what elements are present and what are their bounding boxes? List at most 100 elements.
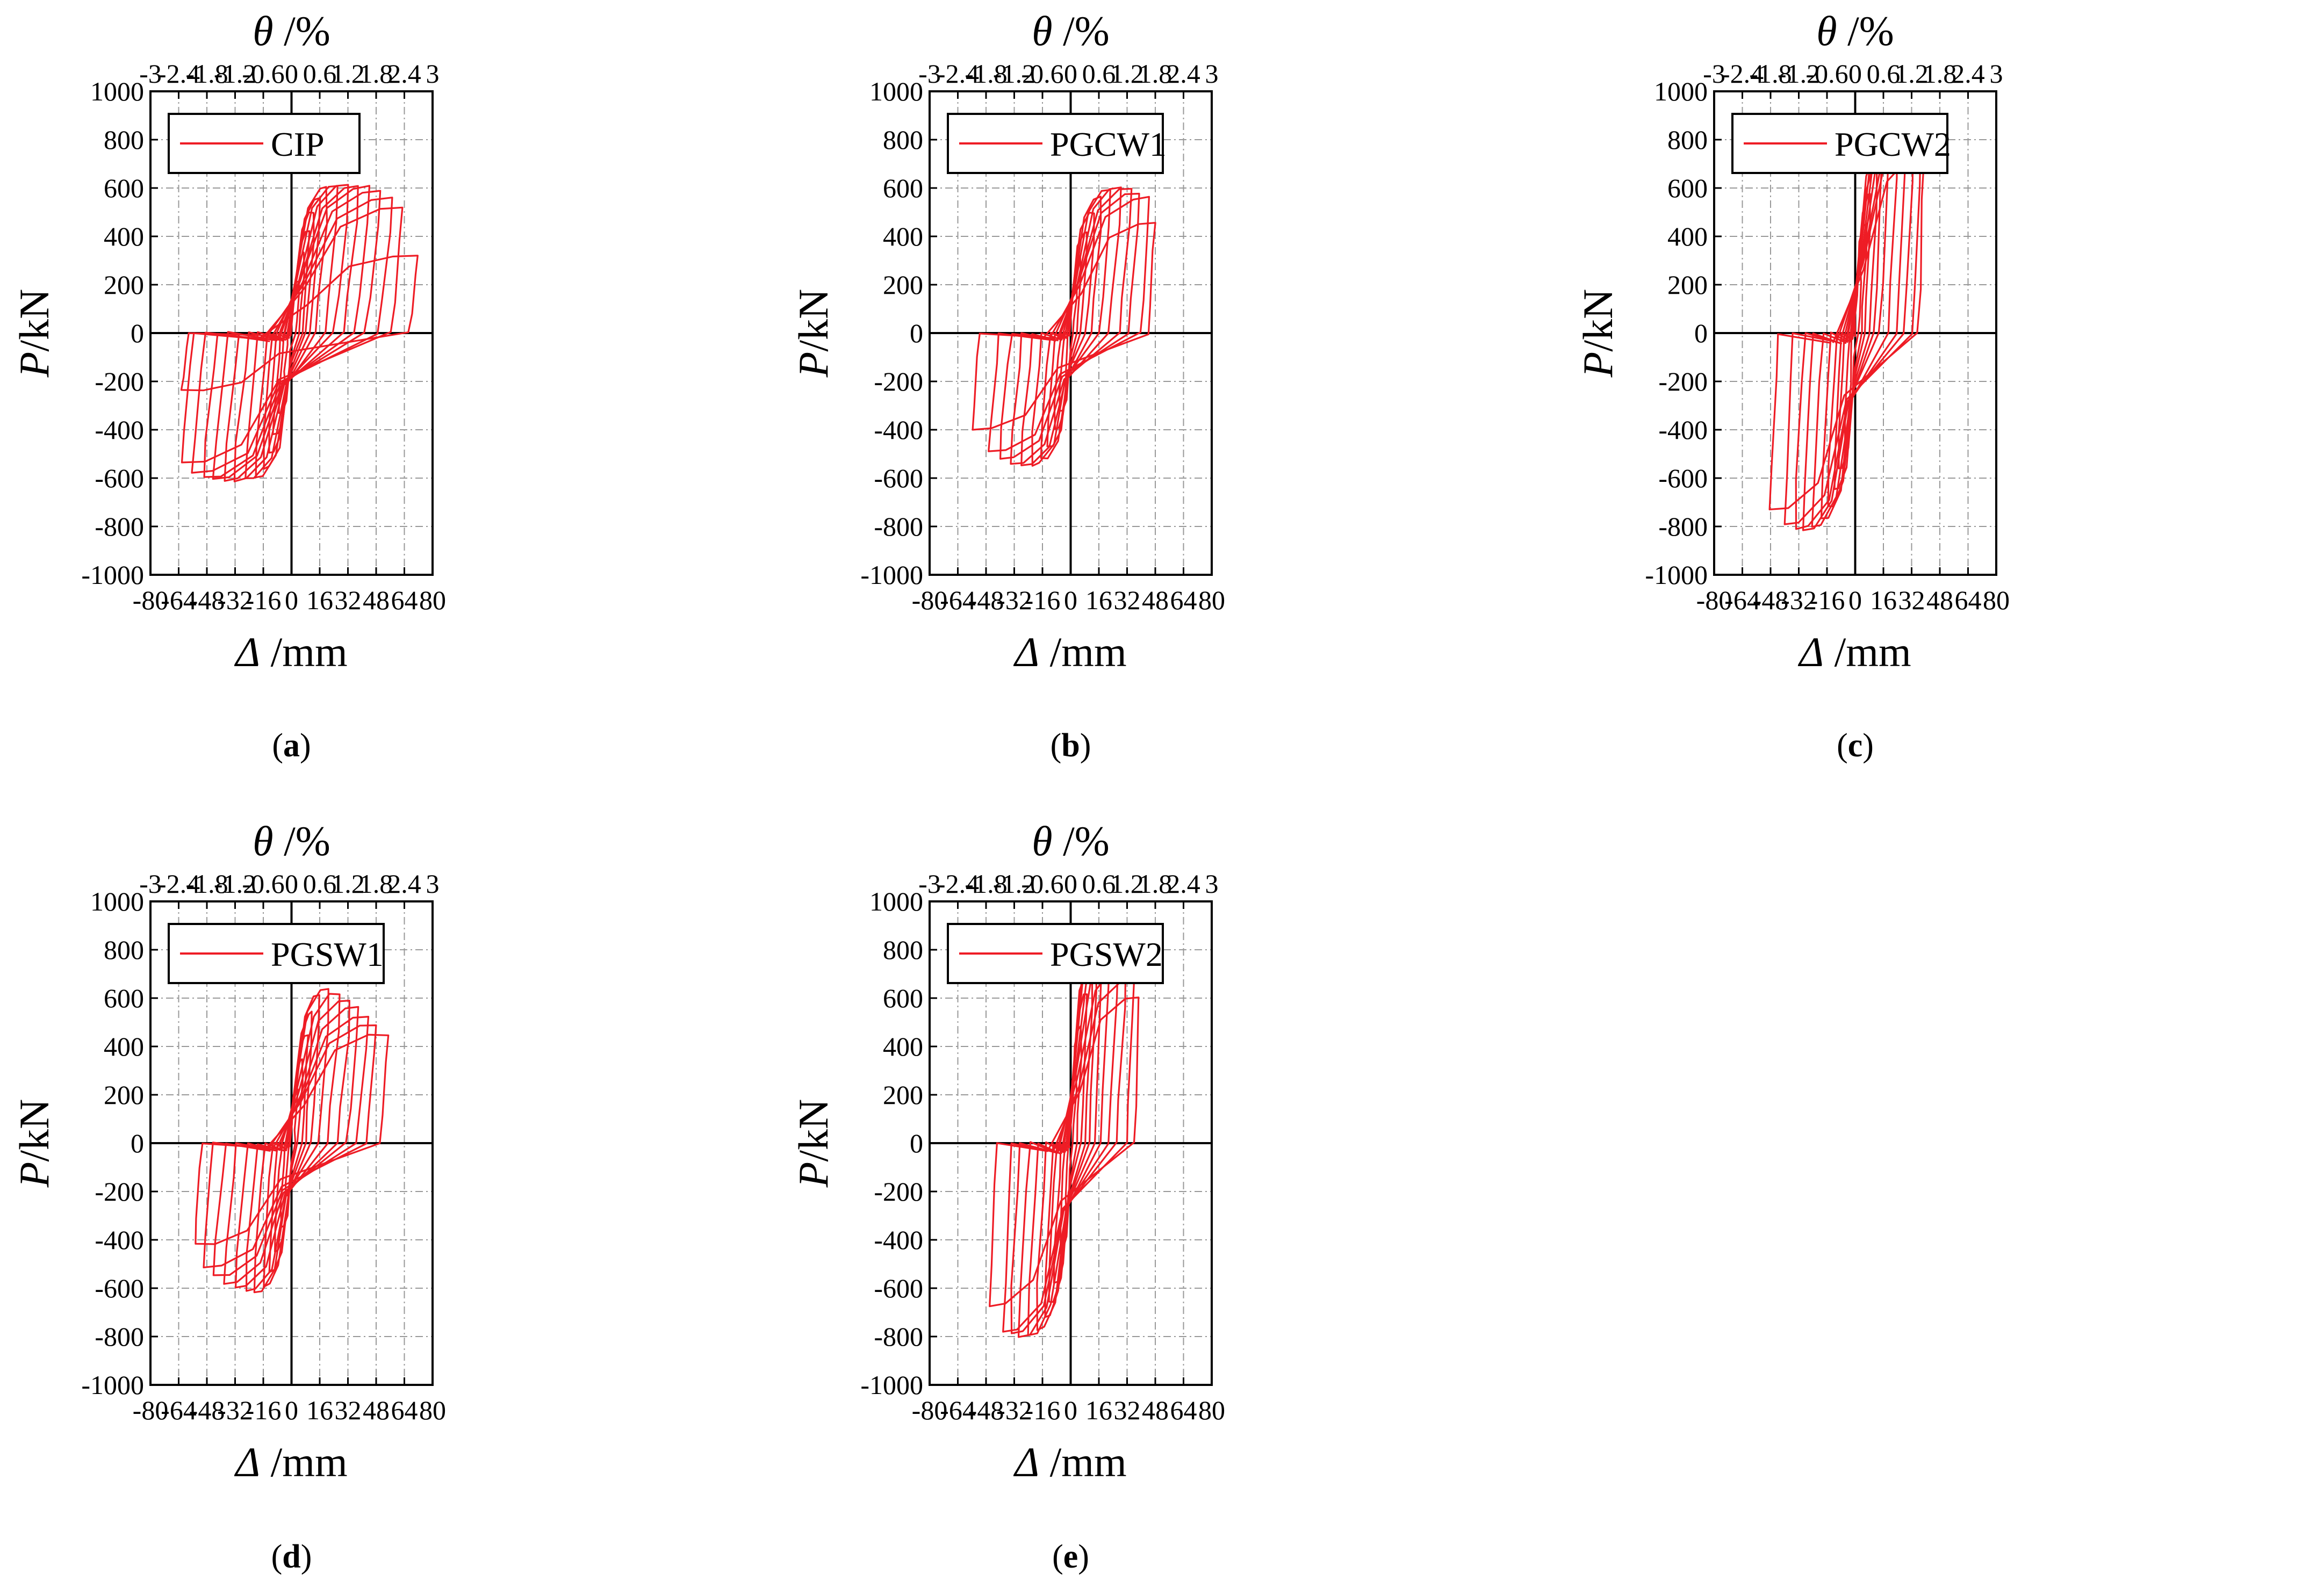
x-tick-label: -80 bbox=[912, 585, 948, 615]
y-tick-label: 0 bbox=[131, 318, 144, 348]
top-tick-label: -1.8 bbox=[965, 59, 1007, 89]
hysteresis-cycle bbox=[1040, 196, 1102, 459]
y-tick-label: -400 bbox=[95, 415, 144, 445]
x-tick-label: 48 bbox=[363, 1395, 390, 1425]
x-tick-label: -64 bbox=[940, 1395, 976, 1425]
top-tick-label: -0.6 bbox=[1021, 869, 1063, 899]
x-tick-label: -64 bbox=[940, 585, 976, 615]
y-tick-label: -1000 bbox=[860, 560, 923, 590]
y-axis-title: P/kN bbox=[790, 1099, 837, 1188]
hysteresis-cycle bbox=[255, 186, 328, 479]
y-tick-label: 600 bbox=[883, 173, 923, 203]
y-tick-label: -600 bbox=[1658, 463, 1708, 493]
top-tick-label: -3 bbox=[139, 869, 162, 899]
top-tick-label: 1.8 bbox=[359, 869, 393, 899]
top-tick-label: 1.8 bbox=[359, 59, 393, 89]
legend-label: CIP bbox=[271, 125, 325, 163]
x-tick-label: -16 bbox=[246, 585, 282, 615]
y-tick-label: -400 bbox=[874, 415, 923, 445]
x-tick-label: 16 bbox=[306, 585, 333, 615]
y-tick-label: 600 bbox=[104, 983, 144, 1013]
top-tick-label: 0.6 bbox=[1082, 869, 1116, 899]
panel-label: (c) bbox=[1837, 727, 1874, 764]
y-axis-title: P/kN bbox=[1574, 289, 1621, 378]
hysteresis-cycle bbox=[224, 185, 359, 482]
x-tick-label: 0 bbox=[285, 1395, 298, 1425]
hysteresis-cycle bbox=[988, 196, 1150, 452]
hysteresis-cycle bbox=[989, 996, 1140, 1308]
x-tick-label: 32 bbox=[335, 585, 362, 615]
top-tick-label: 1.2 bbox=[331, 59, 365, 89]
top-tick-label: 0 bbox=[1064, 59, 1077, 89]
panel-label: (d) bbox=[271, 1539, 312, 1575]
y-tick-label: 800 bbox=[883, 935, 923, 965]
top-tick-label: -1.2 bbox=[214, 59, 256, 89]
y-tick-label: 800 bbox=[104, 935, 144, 965]
panel-label: (a) bbox=[272, 727, 311, 764]
top-tick-label: 0.6 bbox=[303, 59, 337, 89]
y-axis-title: P/kN bbox=[11, 1099, 57, 1188]
y-tick-label: 0 bbox=[910, 318, 923, 348]
legend: PGCW1 bbox=[947, 113, 1167, 174]
top-tick-label: 1.8 bbox=[1139, 869, 1172, 899]
y-tick-label: -200 bbox=[874, 366, 923, 396]
top-tick-label: 0 bbox=[1064, 869, 1077, 899]
y-tick-label: 0 bbox=[131, 1128, 144, 1158]
x-tick-label: -80 bbox=[912, 1395, 948, 1425]
x-tick-label: 48 bbox=[363, 585, 390, 615]
x-tick-label: -32 bbox=[996, 585, 1032, 615]
x-tick-label: 64 bbox=[391, 585, 418, 615]
legend: PGSW1 bbox=[168, 923, 385, 984]
x-tick-label: 0 bbox=[285, 585, 298, 615]
y-tick-label: 200 bbox=[1667, 270, 1708, 300]
panel-label: (b) bbox=[1051, 727, 1091, 764]
top-tick-label: 0 bbox=[1848, 59, 1862, 89]
legend: PGSW2 bbox=[947, 923, 1164, 984]
top-tick-label: -3 bbox=[139, 59, 162, 89]
top-tick-label: -3 bbox=[918, 869, 941, 899]
x-tick-label: 48 bbox=[1142, 1395, 1169, 1425]
top-tick-label: -1.8 bbox=[1749, 59, 1792, 89]
top-tick-label: -0.6 bbox=[242, 59, 284, 89]
y-tick-label: 400 bbox=[104, 1031, 144, 1061]
top-tick-label: -1.8 bbox=[965, 869, 1007, 899]
top-tick-label: 1.2 bbox=[1110, 869, 1144, 899]
y-tick-label: -600 bbox=[95, 1273, 144, 1303]
y-tick-label: -1000 bbox=[81, 1370, 144, 1400]
y-tick-label: -600 bbox=[95, 463, 144, 493]
panel-label: (e) bbox=[1052, 1539, 1089, 1575]
y-tick-label: 800 bbox=[104, 125, 144, 155]
hysteresis-cycle bbox=[233, 184, 349, 482]
y-tick-label: 200 bbox=[883, 270, 923, 300]
top-axis-title: θ /% bbox=[253, 8, 330, 54]
x-tick-label: 80 bbox=[419, 585, 446, 615]
y-tick-label: 200 bbox=[104, 1080, 144, 1110]
hysteresis-cycle bbox=[244, 185, 339, 479]
y-tick-label: -800 bbox=[1658, 511, 1708, 541]
legend: CIP bbox=[168, 113, 361, 174]
y-axis-title: P/kN bbox=[790, 289, 837, 378]
top-axis-title: θ /% bbox=[1816, 8, 1894, 54]
x-tick-label: 48 bbox=[1926, 585, 1953, 615]
x-tick-label: 80 bbox=[1198, 1395, 1225, 1425]
x-axis-title: Δ /mm bbox=[1013, 629, 1126, 675]
hysteresis-series bbox=[989, 927, 1140, 1338]
y-tick-label: 200 bbox=[104, 270, 144, 300]
x-tick-label: 80 bbox=[1198, 585, 1225, 615]
x-tick-label: -32 bbox=[217, 1395, 253, 1425]
top-tick-label: 3 bbox=[426, 59, 440, 89]
top-tick-label: -1.2 bbox=[1778, 59, 1820, 89]
top-tick-label: 0.6 bbox=[303, 869, 337, 899]
y-tick-label: -200 bbox=[95, 1176, 144, 1207]
hysteresis-cycle bbox=[181, 206, 404, 464]
x-tick-label: 16 bbox=[1085, 1395, 1112, 1425]
top-tick-label: -1.2 bbox=[993, 869, 1035, 899]
y-tick-label: -400 bbox=[1658, 415, 1708, 445]
x-tick-label: 80 bbox=[419, 1395, 446, 1425]
legend-label: PGCW2 bbox=[1835, 125, 1951, 163]
x-tick-label: -16 bbox=[246, 1395, 282, 1425]
top-tick-label: 3 bbox=[1205, 59, 1219, 89]
legend-label: PGCW1 bbox=[1050, 125, 1167, 163]
top-tick-label: 1.2 bbox=[1110, 59, 1144, 89]
legend: PGCW2 bbox=[1731, 113, 1951, 174]
